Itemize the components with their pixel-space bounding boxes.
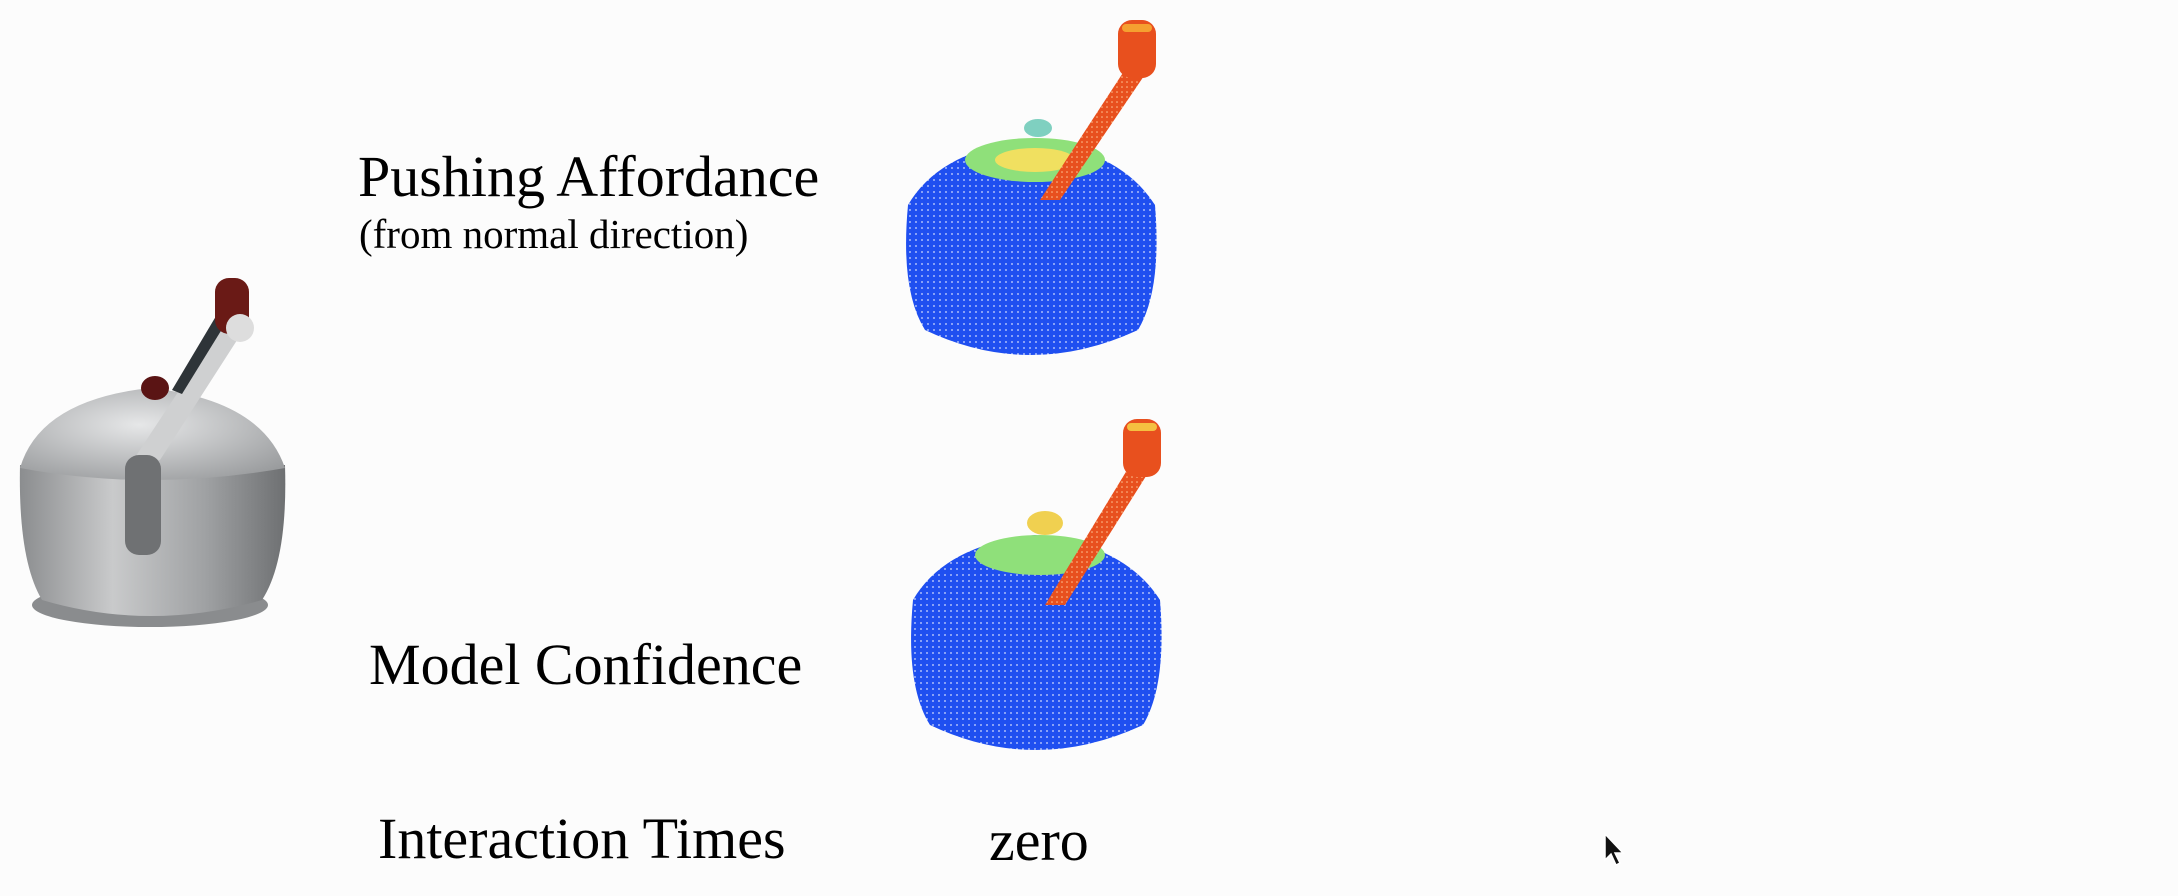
model-confidence-point-cloud [911,419,1162,750]
pushing-affordance-label: Pushing Affordance [358,144,820,209]
pushing-affordance-subtitle: (from normal direction) [359,211,749,257]
mouse-cursor-icon [1604,832,1625,867]
interaction-times-value: zero [989,808,1089,873]
pushing-affordance-point-cloud [906,20,1157,355]
kettle-render [19,278,286,627]
model-confidence-label: Model Confidence [369,632,803,697]
interaction-times-label: Interaction Times [378,806,786,871]
